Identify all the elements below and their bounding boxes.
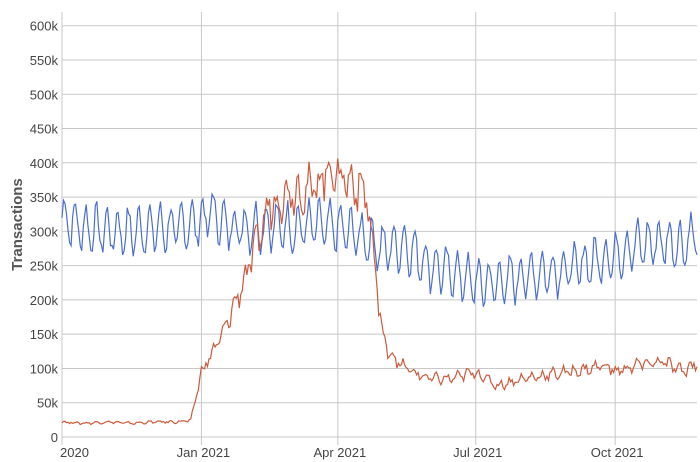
y-tick-label: 600k bbox=[30, 19, 59, 34]
y-tick-label: 200k bbox=[30, 293, 59, 308]
y-tick-label: 400k bbox=[30, 156, 59, 171]
y-tick-label: 300k bbox=[30, 224, 59, 239]
series-line-b bbox=[61, 158, 698, 426]
y-tick-label: 350k bbox=[30, 190, 59, 205]
y-tick-label: 100k bbox=[30, 361, 59, 376]
x-gridlines bbox=[61, 12, 616, 445]
series-line-a bbox=[61, 192, 698, 307]
y-tick-label: 0 bbox=[51, 430, 58, 445]
x-tick-label: Jan 2021 bbox=[177, 445, 231, 460]
y-axis-label: Transactions bbox=[9, 178, 26, 271]
y-tick-label: 150k bbox=[30, 327, 59, 342]
y-tick-label: 450k bbox=[30, 122, 59, 137]
x-tick-label: Apr 2021 bbox=[313, 445, 366, 460]
series-lines bbox=[61, 158, 698, 426]
y-tick-labels: 0 50k 100k 150k 200k 250k 300k 350k 400k 450k 500k… bbox=[30, 19, 59, 445]
y-tick-label: 250k bbox=[30, 259, 59, 274]
x-tick-label: Jul 2021 bbox=[453, 445, 502, 460]
y-tick-label: 550k bbox=[30, 53, 59, 68]
x-tick-label: Oct 2021 bbox=[591, 445, 644, 460]
y-tick-label: 500k bbox=[30, 87, 59, 102]
y-tick-label: 50k bbox=[37, 396, 58, 411]
x-tick-labels: 2020 Jan 2021 Apr 2021 Jul 2021 Oct 2021 bbox=[60, 445, 644, 460]
y-gridlines bbox=[62, 25, 697, 438]
x-tick-label: 2020 bbox=[60, 445, 89, 460]
